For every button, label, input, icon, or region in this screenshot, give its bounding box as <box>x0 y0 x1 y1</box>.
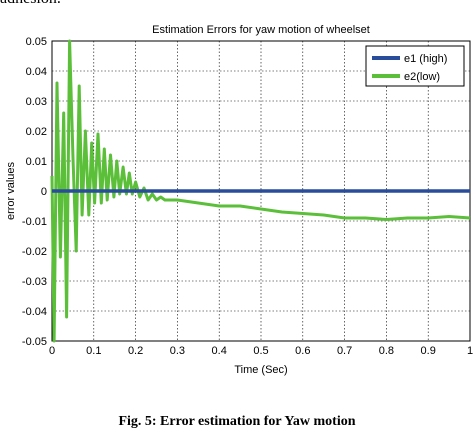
x-tick-label: 0.7 <box>337 345 352 357</box>
x-axis-label: Time (Sec) <box>234 364 287 376</box>
x-tick-label: 0.6 <box>295 345 310 357</box>
legend-label-e2: e2(low) <box>404 71 440 83</box>
x-tick-label: 0.5 <box>253 345 268 357</box>
y-tick-label: -0.05 <box>22 336 47 348</box>
y-tick-label: 0.03 <box>26 96 47 108</box>
x-tick-label: 1 <box>467 345 473 357</box>
x-tick-label: 0.4 <box>212 345 227 357</box>
y-tick-label: 0.04 <box>26 66 47 78</box>
y-tick-label: 0.02 <box>26 126 47 138</box>
legend-box <box>365 45 465 87</box>
y-tick-label: 0.01 <box>26 156 47 168</box>
grid <box>52 41 470 341</box>
y-tick-label: 0.05 <box>26 36 47 48</box>
y-tick-label: -0.01 <box>22 216 47 228</box>
x-tick-label: 0.2 <box>128 345 143 357</box>
page-text-fragment: adhesion. <box>0 0 61 8</box>
x-tick-label: 0.9 <box>421 345 436 357</box>
x-tick-label: 0.8 <box>379 345 394 357</box>
figure-caption: Fig. 5: Error estimation for Yaw motion <box>118 414 356 429</box>
legend: e1 (high) e2(low) <box>365 45 465 87</box>
x-tick-label: 0.3 <box>170 345 185 357</box>
y-axis-label: error values <box>5 161 17 220</box>
y-tick-label: -0.03 <box>22 276 47 288</box>
chart-title: Estimation Errors for yaw motion of whee… <box>152 24 370 36</box>
y-tick-label: -0.04 <box>22 306 47 318</box>
x-tick-label: 0 <box>49 345 55 357</box>
legend-label-e1: e1 (high) <box>404 53 447 65</box>
x-tick-label: 0.1 <box>86 345 101 357</box>
y-tick-label: 0 <box>41 186 47 198</box>
series-line-e2 <box>50 39 471 343</box>
series-lines <box>50 39 471 343</box>
axis-ticks: 0 0.1 0.2 0.3 0.4 0.5 0.6 0.7 0.8 0.9 1 0.05 0.04 0.0… <box>22 36 473 357</box>
y-tick-label: -0.02 <box>22 246 47 258</box>
